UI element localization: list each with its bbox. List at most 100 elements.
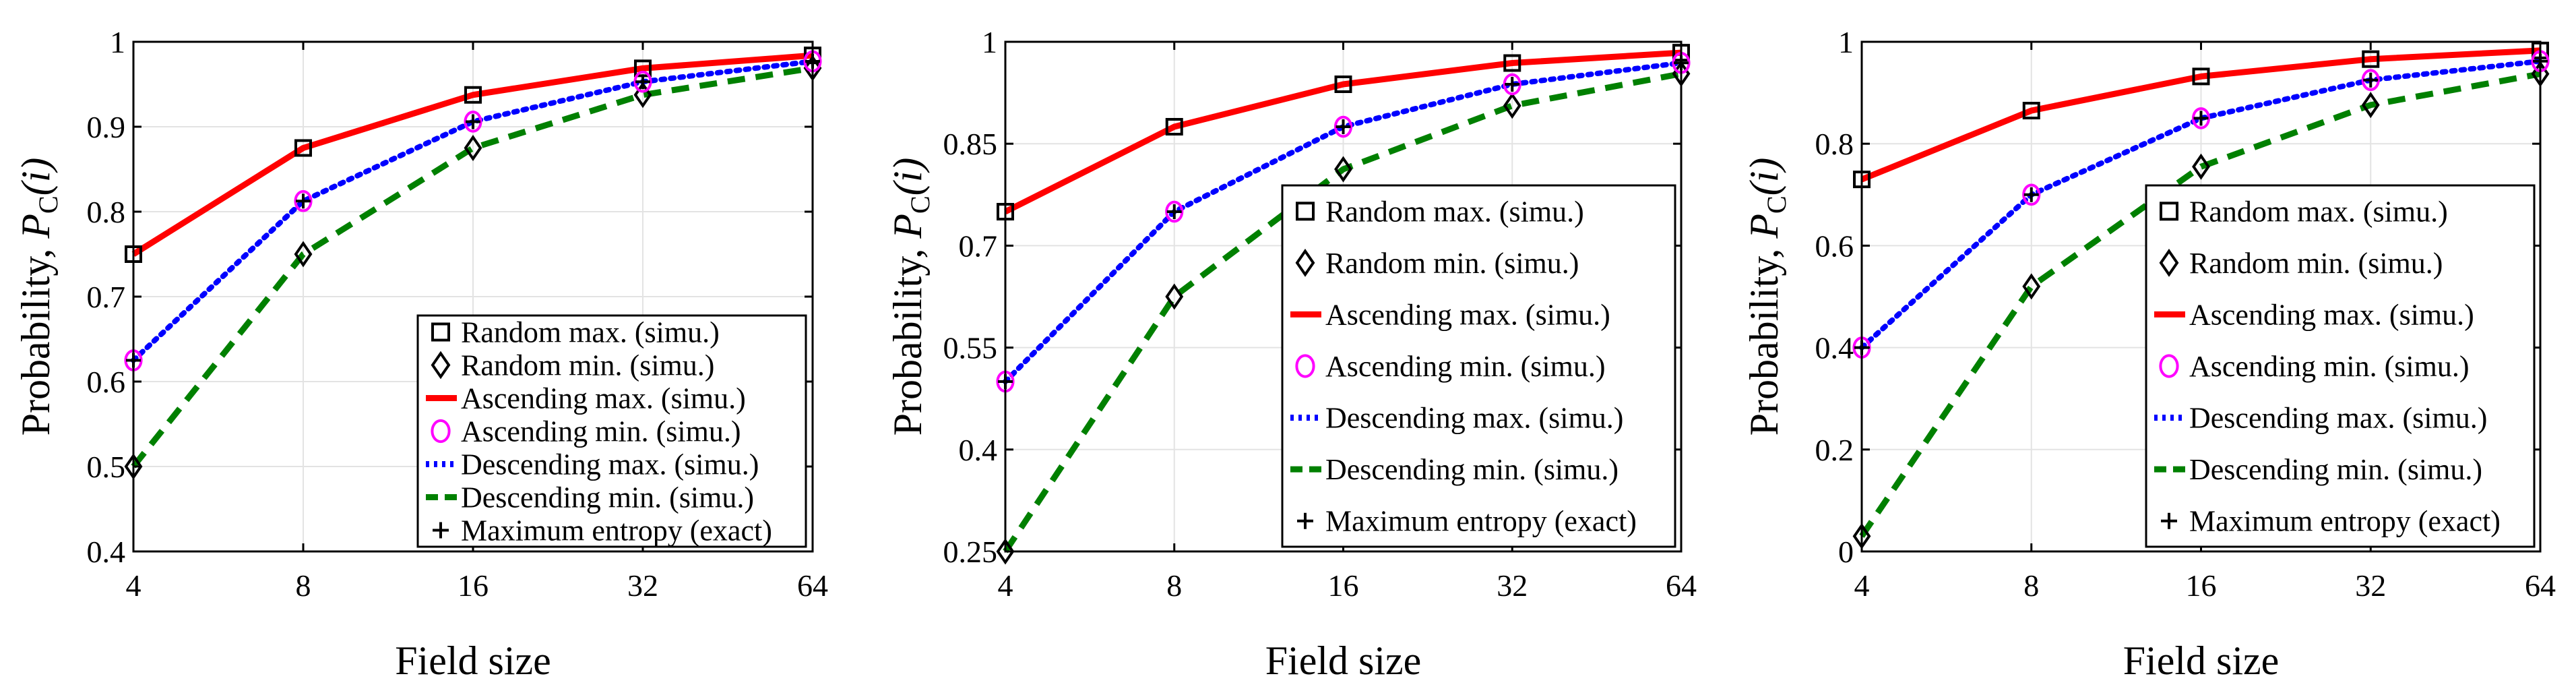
legend-item: Random min. (simu.)	[431, 349, 714, 382]
x-tick-label: 16	[2186, 568, 2217, 603]
legend-item: Random max. (simu.)	[2160, 195, 2448, 228]
series-1-point	[294, 139, 312, 157]
x-tick-label: 64	[2525, 568, 2556, 603]
legend-item: Descending min. (simu.)	[2154, 453, 2482, 486]
legend-label: Random max. (simu.)	[1325, 195, 1584, 228]
series-1-point	[2192, 67, 2210, 86]
legend-label: Descending min. (simu.)	[1325, 453, 1619, 486]
legend-item: Maximum entropy (exact)	[1297, 505, 1637, 538]
y-tick-label: 0.4	[1815, 331, 1854, 365]
series-7-point	[296, 193, 311, 209]
legend-item: Descending max. (simu.)	[1290, 402, 1623, 435]
x-tick-label: 32	[627, 568, 658, 603]
y-tick-label: 0.25	[943, 535, 998, 569]
series-line-6	[1003, 70, 1682, 553]
legend-label: Descending max. (simu.)	[1325, 402, 1623, 435]
series-1-point	[1165, 118, 1183, 136]
series-line-6	[1859, 71, 2541, 538]
series-7-point	[1336, 119, 1351, 134]
y-tick-label: 0.9	[87, 110, 126, 144]
legend-label: Random max. (simu.)	[2189, 195, 2448, 228]
y-axis-label-text: Probability,	[13, 239, 58, 436]
y-tick-label: 0.6	[87, 365, 126, 399]
x-tick-label: 4	[126, 568, 142, 603]
series-2-point	[2192, 153, 2210, 180]
legend-marker	[2159, 354, 2179, 378]
series-7-point	[1166, 204, 1182, 219]
legend-label: Maximum entropy (exact)	[1325, 505, 1637, 538]
series-2-point	[1165, 283, 1184, 310]
series-7-point	[2023, 187, 2039, 202]
legend-label: Ascending min. (simu.)	[1325, 350, 1606, 383]
legend-marker	[1295, 248, 1315, 277]
y-axis-label-text: Probability,	[1742, 239, 1786, 436]
series-4-point	[294, 189, 313, 212]
legend-item: Ascending min. (simu.)	[1295, 350, 1606, 383]
series-line-3	[131, 52, 813, 257]
chart-1: 4 8 16 32 64 0.4 0.5 0.6 0.7 0.8 0.9 1 Field size Pro…	[13, 25, 828, 683]
legend-label: Maximum entropy (exact)	[2189, 505, 2501, 538]
y-tick-label: 0.8	[87, 195, 126, 229]
series-7-point	[1505, 77, 1520, 92]
series-line-3	[1860, 47, 2541, 183]
series-4-point	[1165, 200, 1184, 223]
legend-label: Descending max. (simu.)	[461, 448, 759, 481]
chart-3: 4 8 16 32 64 0 0.2 0.4 0.6 0.8 1 Field size Probabil…	[1742, 25, 2556, 683]
legend-label: Random max. (simu.)	[461, 316, 720, 349]
y-axis-label-text: Probability,	[885, 239, 930, 436]
y-tick-label: 0.7	[959, 229, 998, 263]
y-tick-label: 0.7	[87, 280, 126, 314]
series-group	[1852, 41, 2550, 549]
series-4-point	[633, 70, 652, 93]
series-2-point	[2361, 92, 2380, 119]
series-7-point	[2363, 72, 2379, 88]
series-line-3	[1003, 49, 1682, 215]
legend-label: Ascending min. (simu.)	[461, 415, 741, 448]
legend-item: Random max. (simu.)	[431, 316, 720, 349]
series-1-point	[1334, 76, 1352, 93]
legend: Random max. (simu.) Random min. (simu.) As…	[1281, 184, 1676, 548]
legend-item: Ascending min. (simu.)	[431, 415, 741, 448]
series-1-point	[464, 86, 482, 104]
x-tick-label: 4	[1854, 568, 1870, 603]
legend-marker	[431, 419, 451, 444]
y-axis-label-symbol: P	[13, 214, 58, 239]
x-tick-label: 8	[1166, 568, 1182, 603]
legend-item: Random min. (simu.)	[1295, 247, 1579, 280]
x-tick-label: 16	[458, 568, 489, 603]
series-7-point	[2193, 111, 2209, 126]
series-2-point	[633, 82, 652, 109]
y-tick-label: 0.8	[1815, 127, 1854, 161]
legend-label: Random min. (simu.)	[1325, 247, 1579, 280]
x-tick-label: 64	[797, 568, 828, 603]
chart-2: 4 8 16 32 64 0.25 0.4 0.55 0.7 0.85 1 Field size Pro…	[885, 25, 1697, 683]
y-tick-label: 0.4	[87, 535, 126, 569]
legend-item: Random min. (simu.)	[2159, 247, 2443, 280]
series-4-point	[1503, 73, 1521, 96]
y-axis-label: Probability, PC(i)	[1742, 158, 1792, 436]
series-line-6	[131, 65, 813, 469]
x-axis-label: Field size	[1265, 638, 1422, 683]
legend-item: Maximum entropy (exact)	[2161, 505, 2501, 538]
legend-item: Maximum entropy (exact)	[433, 514, 772, 547]
legend-item: Ascending max. (simu.)	[1290, 298, 1610, 331]
y-axis-label: Probability, PC(i)	[885, 158, 935, 436]
legend-item: Ascending max. (simu.)	[2154, 298, 2474, 331]
x-tick-label: 4	[998, 568, 1013, 603]
series-7-point	[635, 74, 650, 90]
y-tick-label: 0.5	[87, 450, 126, 484]
y-tick-label: 0.85	[943, 127, 998, 161]
legend-marker	[433, 522, 449, 539]
legend-label: Ascending max. (simu.)	[461, 382, 746, 415]
y-tick-label: 0.2	[1815, 433, 1854, 467]
y-tick-label: 1	[1838, 25, 1854, 59]
legend-marker	[1296, 202, 1315, 221]
series-2-point	[294, 241, 313, 268]
series-7-point	[466, 114, 480, 129]
series-2-point	[996, 538, 1015, 565]
y-axis-label-symbol: P	[885, 214, 930, 239]
y-axis-label: Probability, PC(i)	[13, 158, 63, 436]
y-tick-label: 0.6	[1815, 229, 1854, 263]
legend-item: Ascending min. (simu.)	[2159, 350, 2470, 383]
